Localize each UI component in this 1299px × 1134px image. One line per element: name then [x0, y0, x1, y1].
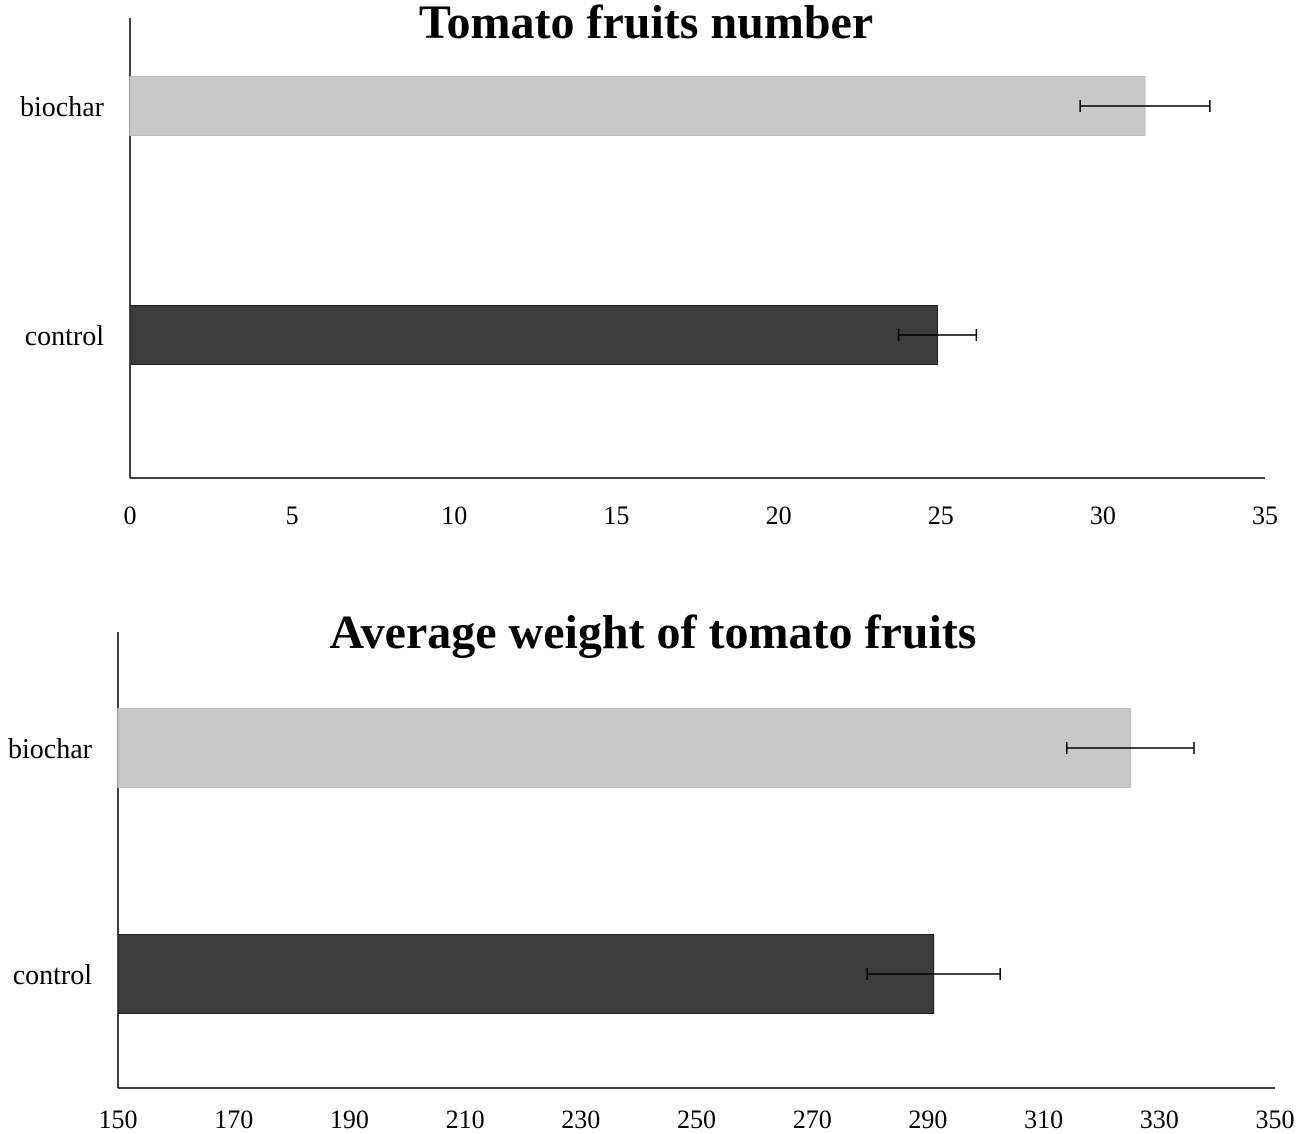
- category-label-biochar: biochar: [8, 734, 93, 765]
- bar-biochar: [129, 76, 1146, 136]
- category-label-control: control: [13, 960, 93, 991]
- error-bar-biochar: [1079, 100, 1211, 112]
- error-bar-control: [866, 968, 1001, 980]
- x-tick-label: 210: [446, 1105, 485, 1134]
- x-tick-label: 350: [1256, 1105, 1295, 1134]
- x-tick-label: 170: [214, 1105, 253, 1134]
- category-label-biochar: biochar: [20, 92, 105, 123]
- x-tick-label: 10: [441, 501, 467, 530]
- chart-panel-1: Tomato fruits number 0 5 10 15 20 25 30 35 bioch…: [20, 0, 1278, 530]
- bar-control: [129, 305, 938, 365]
- x-tick-label: 0: [124, 501, 137, 530]
- chart-panel-2: Average weight of tomato fruits 150 170 19…: [8, 606, 1294, 1134]
- x-tick-label: 330: [1140, 1105, 1179, 1134]
- x-tick-label: 20: [766, 501, 792, 530]
- x-tick-label: 5: [286, 501, 299, 530]
- x-tick-label: 190: [330, 1105, 369, 1134]
- x-tick-label: 310: [1024, 1105, 1063, 1134]
- x-tick-label: 150: [99, 1105, 138, 1134]
- chart-title: Average weight of tomato fruits: [330, 606, 977, 659]
- error-bar-control: [897, 329, 978, 341]
- x-tick-label: 35: [1252, 501, 1278, 530]
- x-tick-label: 15: [603, 501, 629, 530]
- category-label-control: control: [25, 321, 105, 352]
- x-tick-label: 250: [677, 1105, 716, 1134]
- chart-title: Tomato fruits number: [419, 0, 873, 49]
- x-tick-label: 30: [1090, 501, 1116, 530]
- error-bar-biochar: [1065, 742, 1195, 754]
- x-tick-label: 230: [561, 1105, 600, 1134]
- x-tick-label: 270: [793, 1105, 832, 1134]
- x-tick-label: 25: [928, 501, 954, 530]
- x-tick-label: 290: [908, 1105, 947, 1134]
- bar-control: [117, 934, 935, 1014]
- bar-biochar: [117, 708, 1131, 788]
